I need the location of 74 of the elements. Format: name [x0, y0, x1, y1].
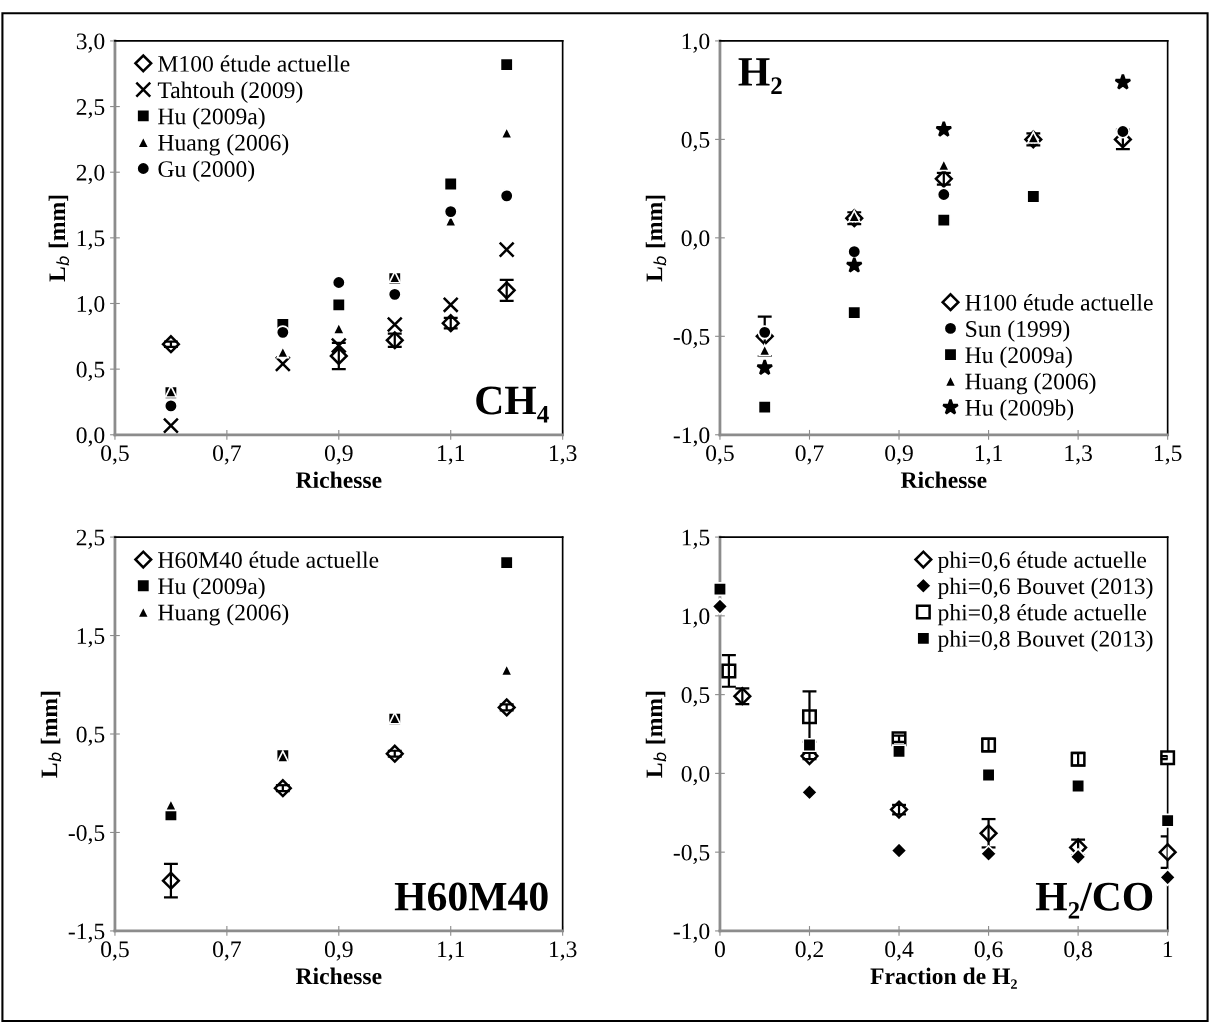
x-tick-label: 1 — [1163, 941, 1173, 958]
x-tick-label: 0,8 — [1064, 941, 1092, 961]
legend-label: Hu (2009a) — [965, 346, 1072, 368]
y-tick-label: 0,5 — [681, 131, 710, 152]
annotation: H60M40 — [394, 882, 548, 911]
x-tick-label: 0,7 — [213, 445, 241, 465]
x-tick-label: 1,1 — [438, 445, 465, 465]
annotation: H₂ — [738, 58, 782, 94]
legend-label: H100 étude actuelle — [965, 293, 1153, 311]
annotation: CH₄ — [476, 386, 549, 423]
legend-label: Huang (2006) — [158, 603, 289, 626]
y-tick-label: 0,5 — [681, 687, 710, 707]
legend-label: Huang (2006) — [965, 372, 1096, 395]
y-axis-title: L$_{b}$ [mm] — [48, 195, 70, 282]
legend-label: Hu (2009b) — [965, 399, 1074, 421]
y-tick-label: 1,5 — [682, 529, 710, 549]
y-tick-label: 1,0 — [682, 608, 710, 628]
x-tick-label: 1,3 — [549, 445, 577, 465]
y-tick-label: 2,0 — [76, 164, 105, 185]
x-axis-title: Richesse — [295, 967, 382, 985]
y-tick-label: -1,5 — [68, 923, 105, 943]
y-tick-label: 0,5 — [76, 726, 105, 746]
y-tick-label: -0,5 — [68, 824, 105, 845]
x-tick-label: 0,5 — [101, 445, 129, 465]
y-tick-label: 1,5 — [77, 628, 105, 648]
x-tick-label: 0,9 — [324, 941, 353, 961]
x-tick-label: 0,4 — [885, 941, 914, 961]
x-tick-label: 0,6 — [974, 941, 1003, 961]
x-tick-label: 0,5 — [706, 445, 734, 465]
x-tick-label: 0 — [714, 941, 725, 958]
annotation: H₂/CO — [1035, 882, 1153, 919]
legend-label: Hu (2009a) — [158, 107, 265, 130]
legend-label: Sun (1999) — [966, 320, 1070, 342]
legend-label: Gu (2000) — [158, 160, 255, 182]
y-tick-label: -1,0 — [673, 427, 710, 447]
legend-label: phi=0,6 étude actuelle — [937, 551, 1147, 573]
x-tick-label: 0,7 — [213, 941, 241, 961]
y-tick-label: 2,5 — [76, 529, 105, 549]
y-tick-label: 1,0 — [682, 33, 710, 53]
legend-label: Huang (2006) — [158, 134, 289, 156]
legend-label: phi=0,6 Bouvet (2013) — [937, 577, 1153, 600]
y-tick-label: 2,5 — [76, 99, 105, 119]
legend-label: H60M40 étude actuelle — [158, 551, 379, 568]
y-axis-title: L$_{b}$ [mm] — [40, 691, 62, 778]
legend-label: phi=0,8 étude actuelle — [937, 603, 1147, 626]
y-axis-title: L$_{b}$ [mm] — [645, 195, 667, 282]
y-axis-title: L$_{b}$ [mm] — [645, 691, 667, 778]
y-tick-label: -0,5 — [673, 328, 710, 349]
x-axis-title: Fraction de H₂ — [870, 967, 1017, 989]
y-tick-label: 0,0 — [76, 427, 105, 447]
y-tick-label: 0,5 — [76, 361, 105, 381]
y-tick-label: 0,0 — [681, 230, 710, 250]
x-tick-label: 0,9 — [324, 445, 353, 465]
x-axis-title: Richesse — [900, 471, 987, 489]
y-tick-label: 0,0 — [681, 765, 710, 786]
legend-label: Hu (2009a) — [158, 577, 265, 600]
y-tick-label: -1,0 — [673, 923, 710, 943]
x-tick-label: 0,7 — [795, 445, 824, 465]
legend-label: M100 étude actuelle — [158, 55, 350, 72]
x-tick-label: 0,5 — [101, 941, 129, 961]
y-tick-label: 3,0 — [76, 33, 105, 53]
x-tick-label: 0,2 — [795, 941, 823, 961]
x-tick-label: 0,9 — [885, 445, 913, 465]
x-tick-label: 1,3 — [549, 941, 577, 961]
x-tick-label: 1,1 — [975, 445, 1002, 465]
x-tick-label: 1,1 — [438, 941, 465, 961]
y-tick-label: 1,0 — [77, 295, 105, 316]
y-tick-label: -0,5 — [673, 844, 710, 864]
legend-label: Tahtouh (2009) — [157, 81, 303, 103]
x-tick-label: 1,5 — [1154, 445, 1182, 465]
x-tick-label: 1,3 — [1065, 445, 1092, 465]
x-axis-title: Richesse — [295, 471, 382, 489]
legend-label: phi=0,8 Bouvet (2013) — [937, 630, 1153, 652]
y-tick-label: 1,5 — [77, 230, 105, 250]
